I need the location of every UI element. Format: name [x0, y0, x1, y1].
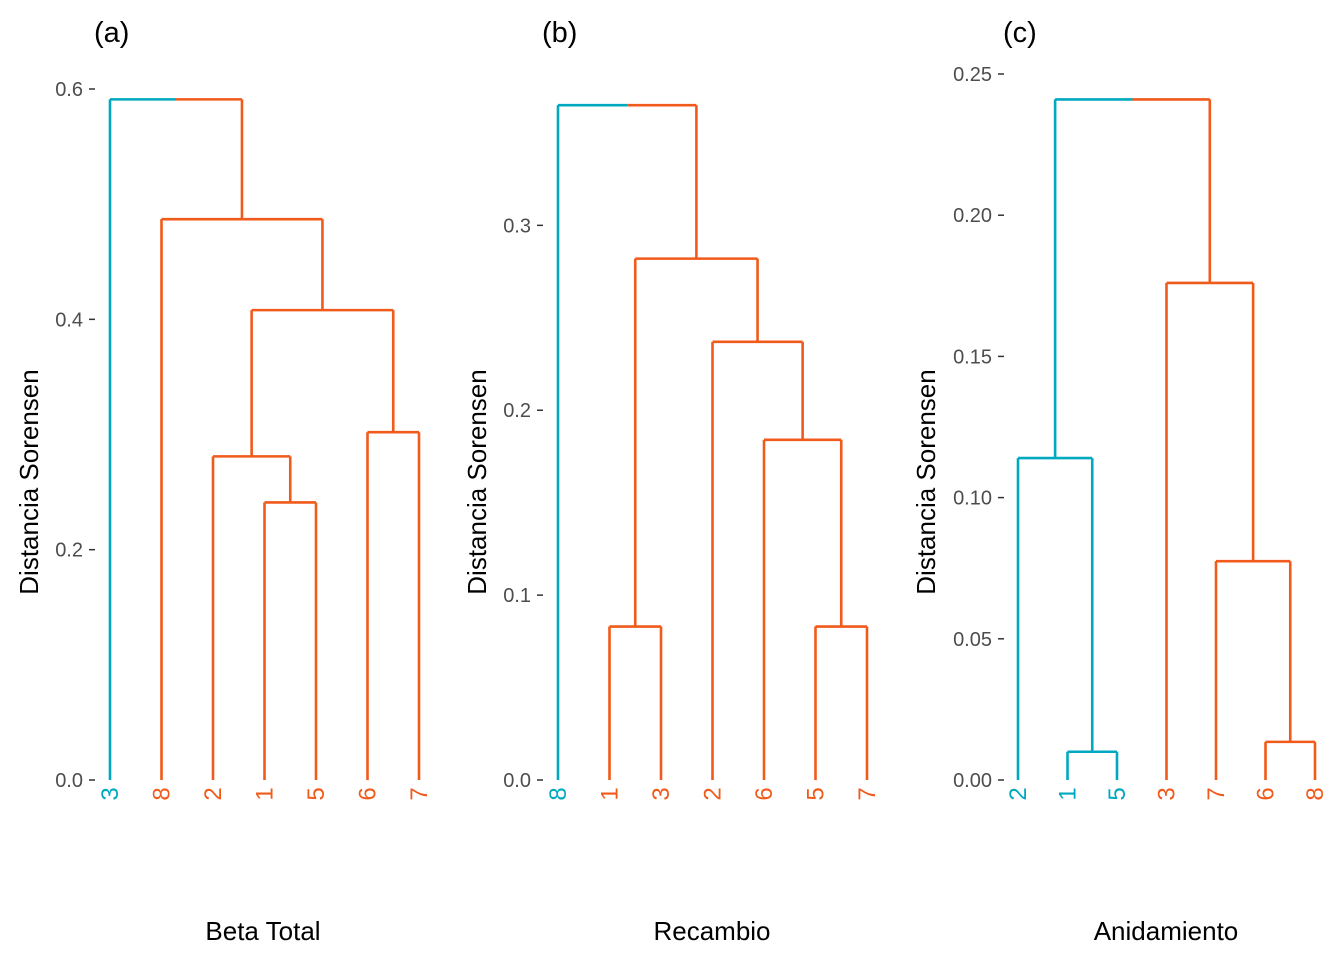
leaf-label: 7: [854, 787, 881, 800]
y-axis-label: Distancia Sorensen: [911, 369, 941, 594]
panel-label: (c): [1003, 17, 1037, 49]
leaf-label: 1: [252, 787, 279, 800]
leaf-label: 7: [406, 787, 433, 800]
leaf-label: 3: [1154, 787, 1181, 800]
y-tick-label: 0.0: [55, 770, 83, 792]
dendrogram-panel-2: (b) 0.0 0.1 0.2 0.3 Distancia Sorensen Recambi…: [462, 17, 881, 946]
panel-label: (b): [542, 17, 577, 49]
y-tick-label: 0.6: [55, 79, 83, 101]
x-axis-label: Recambio: [653, 916, 770, 946]
y-tick-label: 0.25: [953, 64, 992, 86]
x-axis-label: Anidamiento: [1094, 916, 1239, 946]
leaf-label: 2: [1005, 787, 1032, 800]
leaf-label: 1: [597, 787, 624, 800]
leaf-label: 5: [803, 787, 830, 800]
leaf-label: 6: [1253, 787, 1280, 800]
leaf-label: 2: [700, 787, 727, 800]
y-tick-label: 0.05: [953, 629, 992, 651]
leaf-label: 8: [149, 787, 176, 800]
leaf-label: 5: [303, 787, 330, 800]
leaf-label: 5: [1104, 787, 1131, 800]
y-tick-label: 0.3: [503, 215, 531, 237]
panel-label: (a): [94, 17, 129, 49]
y-tick-label: 0.4: [55, 309, 83, 331]
leaf-label: 3: [648, 787, 675, 800]
leaf-label: 8: [1302, 787, 1329, 800]
y-tick-label: 0.1: [503, 585, 531, 607]
y-tick-label: 0.00: [953, 770, 992, 792]
dendrogram-panel-3: (c) 0.00 0.05 0.10 0.15 0.20 0.25 Distancia Sor…: [911, 17, 1329, 946]
y-tick-label: 0.2: [503, 400, 531, 422]
y-tick-label: 0.15: [953, 346, 992, 368]
leaf-label: 3: [97, 787, 124, 800]
leaf-label: 7: [1203, 787, 1230, 800]
x-axis-label: Beta Total: [205, 916, 320, 946]
y-axis-label: Distancia Sorensen: [14, 369, 44, 594]
leaf-label: 6: [355, 787, 382, 800]
y-tick-label: 0.0: [503, 770, 531, 792]
leaf-label: 6: [751, 787, 778, 800]
leaf-label: 1: [1055, 787, 1082, 800]
y-tick-label: 0.2: [55, 540, 83, 562]
leaf-label: 2: [200, 787, 227, 800]
dendrogram-panel-1: (a) 0.0 0.2 0.4 0.6 Distancia Sorensen Beta To…: [14, 17, 433, 946]
y-tick-label: 0.20: [953, 205, 992, 227]
y-tick-label: 0.10: [953, 488, 992, 510]
y-axis-label: Distancia Sorensen: [462, 369, 492, 594]
leaf-label: 8: [545, 787, 572, 800]
